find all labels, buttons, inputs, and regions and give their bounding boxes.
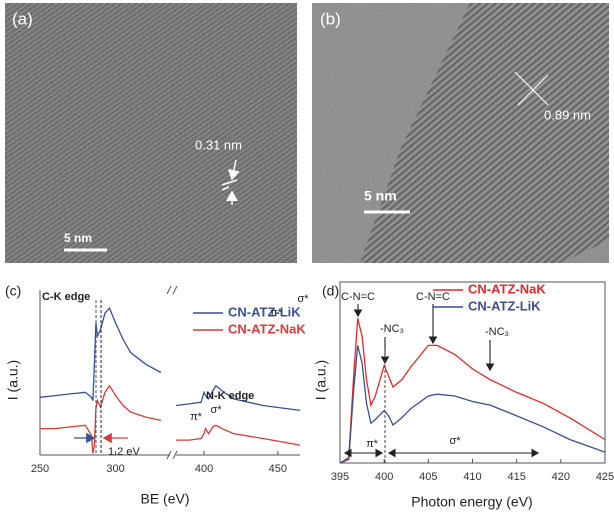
annotation: -NC₃: [380, 323, 404, 335]
scale-bar-label: 5 nm: [364, 188, 397, 204]
legend-label: CN-ATZ-NaK: [468, 281, 546, 296]
annotation: C-K edge: [42, 291, 90, 303]
y-axis-title: I (a.u.): [5, 360, 21, 400]
panel-label: (c): [5, 283, 21, 299]
tem-image-b: (b) 0.89 nm 5 nm: [312, 3, 609, 263]
series-line: [339, 345, 606, 464]
scale-bar-label: 5 nm: [64, 231, 92, 245]
annotation: π*: [270, 307, 283, 319]
panel-label: (d): [322, 283, 339, 299]
crystal-region: [360, 3, 609, 263]
legend-label: CN-ATZ-LiK: [228, 304, 301, 319]
annotation: σ*: [210, 404, 222, 416]
series-line: [40, 384, 162, 454]
y-axis-title: I (a.u.): [313, 360, 329, 400]
annotation: 1.2 eV: [108, 446, 140, 458]
series-line: [176, 424, 301, 446]
spacing-label: 0.31 nm: [195, 137, 242, 152]
axis-break: [166, 285, 172, 295]
annotation: N-K edge: [206, 390, 254, 402]
x-tick-label: 400: [375, 471, 393, 483]
chart: 395 400 405 410 415 420 425 CN-ATZ-NaK CN-ATZ-Li…: [313, 281, 614, 509]
series-line: [39, 306, 162, 401]
x-tick-label: 450: [269, 463, 287, 475]
annotation: C-N=C: [416, 291, 450, 303]
x-tick-label: 405: [419, 471, 437, 483]
x-axis-title: BE (eV): [140, 491, 189, 507]
axis-break: [172, 450, 178, 460]
x-axis-title: Photon energy (eV): [411, 494, 532, 510]
tem-image-a: (a) 0.31 nm 5 nm: [5, 3, 297, 263]
fringe-marker: [514, 71, 549, 106]
annotation: σ*: [297, 293, 309, 305]
annotation: π*: [190, 411, 203, 423]
panel-label: (b): [320, 9, 341, 28]
arrow: [227, 159, 240, 181]
chart: 250 300 400 450 CN-ATZ-LiK CN-ATZ-NaK C-K edge…: [5, 283, 310, 507]
x-tick-label: 300: [106, 463, 124, 475]
panel-label: (a): [12, 9, 33, 28]
x-tick-label: 395: [331, 471, 349, 483]
x-tick-label: 415: [507, 471, 525, 483]
series-line: [339, 318, 606, 464]
x-tick-label: 250: [31, 463, 49, 475]
x-tick-label: 400: [195, 463, 213, 475]
series-line: [175, 384, 301, 412]
fringe-marker: [221, 179, 238, 186]
x-tick-label: 420: [552, 471, 570, 483]
axis-break: [166, 450, 172, 460]
x-tick-label: 425: [596, 471, 614, 483]
fringe-marker: [221, 186, 230, 191]
axis-break: [172, 285, 178, 295]
legend-label: CN-ATZ-NaK: [228, 321, 306, 336]
annotation: σ*: [449, 435, 461, 447]
annotation: -NC₃: [485, 326, 509, 338]
fringe-marker: [517, 74, 549, 106]
legend-label: CN-ATZ-LiK: [468, 298, 541, 313]
x-tick-label: 410: [463, 471, 481, 483]
spacing-label: 0.89 nm: [544, 107, 591, 122]
annotation: π*: [366, 438, 379, 450]
annotation: C-N=C: [341, 291, 375, 303]
